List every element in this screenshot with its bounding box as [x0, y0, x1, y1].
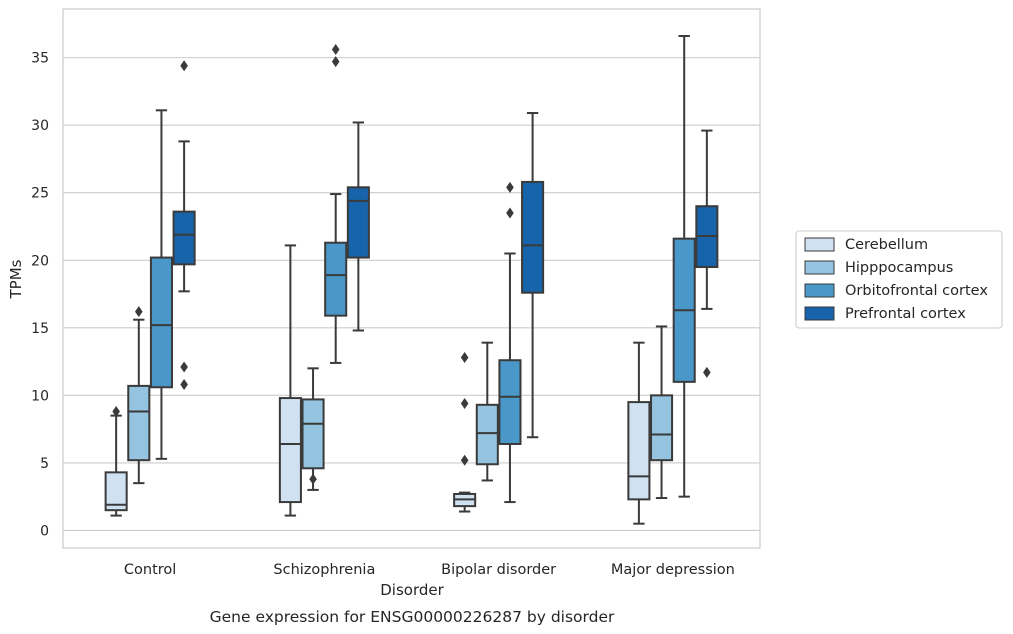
y-axis-label: TPMs [7, 259, 25, 299]
outlier-point [309, 473, 317, 485]
y-tick-label: 5 [40, 456, 49, 472]
y-tick-label: 25 [31, 186, 49, 202]
x-tick-label: Schizophrenia [273, 562, 375, 578]
legend: Cerebellum Hipppocampus Orbitofrontal cort… [795, 230, 1003, 329]
box-prefrontal-cortex [172, 60, 196, 391]
box-iqr [650, 394, 674, 462]
box-hipppocampus [127, 306, 151, 485]
x-tick-label: Major depression [611, 562, 735, 578]
outlier-point [506, 207, 514, 219]
legend-label: Cerebellum [845, 237, 928, 253]
box-prefrontal-cortex [346, 121, 370, 332]
box-hipppocampus [301, 367, 325, 491]
legend-swatch [804, 237, 835, 252]
x-axis-label: Disorder [380, 581, 444, 599]
legend-label: Hipppocampus [845, 260, 953, 276]
y-tick-label: 10 [31, 388, 49, 404]
outlier-point [331, 56, 340, 68]
x-tick-label: Bipolar disorder [441, 562, 556, 578]
box-iqr [475, 403, 499, 466]
chart-title: Gene expression for ENSG00000226287 by d… [210, 608, 615, 626]
outlier-point [460, 352, 469, 364]
box-orbitofrontal-cortex [672, 35, 696, 498]
outlier-point [460, 454, 469, 466]
box-hipppocampus [475, 341, 499, 482]
box-iqr [149, 256, 173, 389]
outlier-point [180, 361, 188, 373]
outlier-point [331, 44, 340, 56]
legend-label: Prefrontal cortex [845, 306, 966, 322]
box-hipppocampus [650, 325, 674, 500]
box-orbitofrontal-cortex [498, 181, 522, 504]
y-tick-label: 15 [31, 321, 49, 337]
box-orbitofrontal-cortex [149, 109, 173, 460]
x-axis-ticks: Control Schizophrenia Bipolar disorder Majo… [124, 562, 735, 578]
y-tick-label: 35 [31, 51, 49, 67]
box-series [104, 35, 719, 525]
box-prefrontal-cortex [521, 112, 545, 439]
legend-swatch [804, 306, 835, 321]
legend-swatch [804, 260, 835, 275]
legend-frame [795, 230, 1003, 329]
x-tick-label: Control [124, 562, 176, 578]
outlier-point [506, 181, 514, 193]
legend-label: Orbitofrontal cortex [845, 283, 988, 299]
outlier-point [460, 397, 469, 409]
legend-swatch [804, 283, 835, 298]
box-cerebellum [278, 244, 302, 517]
box-iqr [104, 471, 128, 512]
box-iqr [346, 186, 370, 259]
outlier-point [180, 60, 188, 72]
y-axis-ticks: 0 5 10 15 20 25 30 35 [31, 51, 49, 540]
box-iqr [324, 241, 348, 317]
box-iqr [172, 210, 196, 266]
outlier-point [180, 379, 188, 391]
outlier-point [703, 366, 711, 378]
y-tick-label: 0 [40, 523, 49, 539]
box-iqr [627, 401, 651, 501]
outlier-point [112, 406, 120, 418]
box-cerebellum [453, 352, 477, 513]
box-iqr [127, 384, 151, 462]
box-iqr [278, 397, 302, 504]
box-iqr [498, 359, 522, 445]
box-cerebellum [627, 341, 651, 525]
y-tick-label: 20 [31, 253, 49, 269]
box-iqr [521, 180, 545, 294]
box-prefrontal-cortex [695, 129, 719, 378]
box-orbitofrontal-cortex [324, 44, 348, 364]
y-tick-label: 30 [31, 118, 49, 134]
box-iqr [301, 398, 325, 470]
box-cerebellum [104, 406, 128, 517]
plot-frame [62, 8, 761, 549]
outlier-point [134, 306, 143, 318]
